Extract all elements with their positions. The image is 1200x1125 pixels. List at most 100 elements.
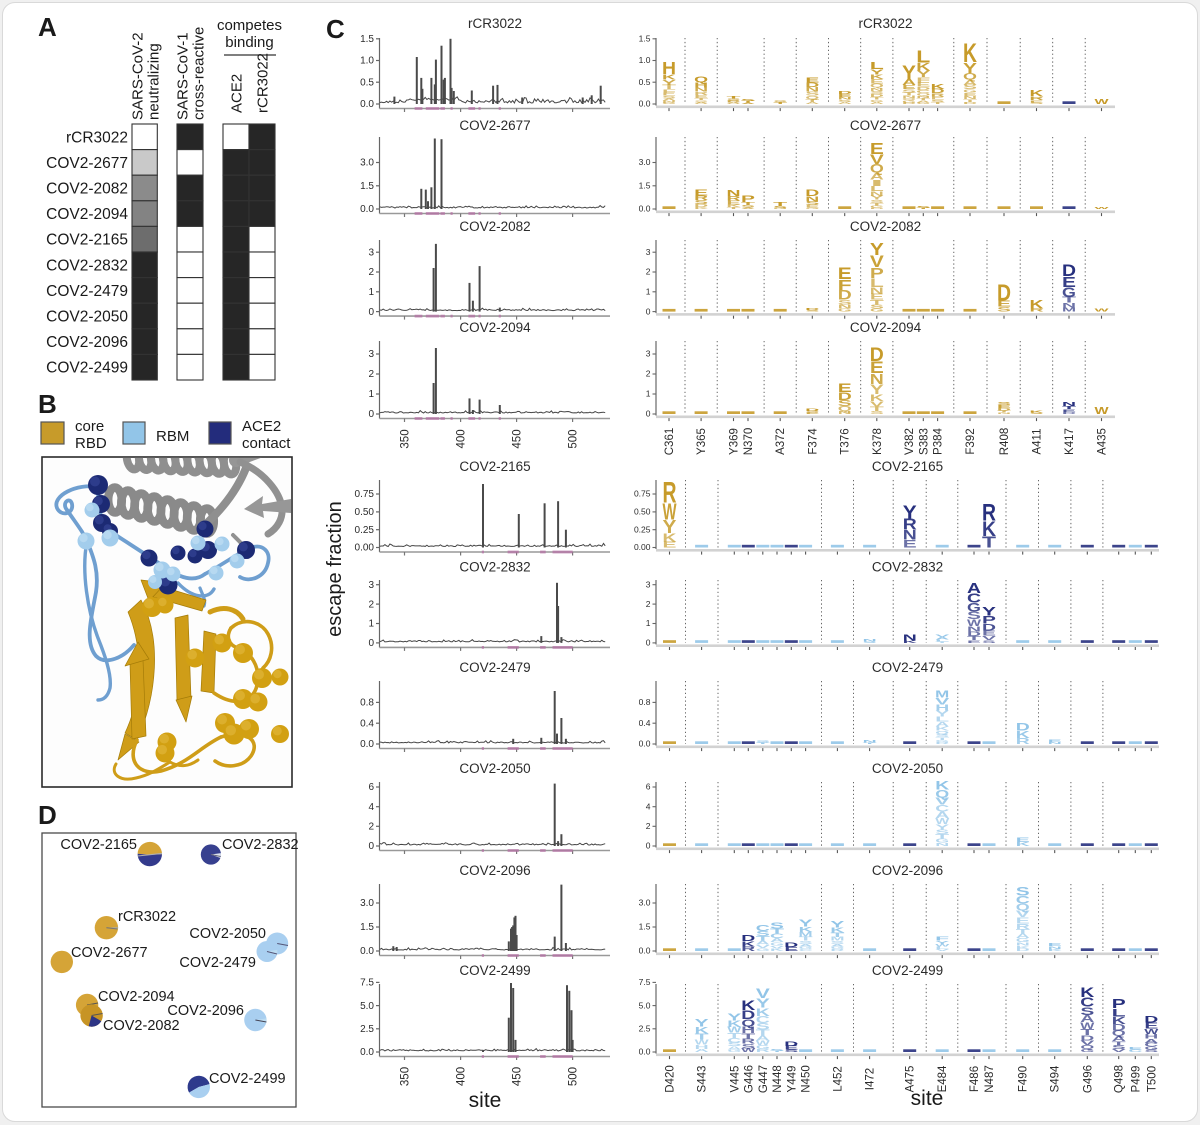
svg-text:T: T [726,95,740,99]
svg-text:M: M [935,688,949,700]
svg-text:A: A [694,102,708,105]
svg-text:D: D [1112,1023,1126,1033]
svg-text:Y365: Y365 [696,428,708,455]
svg-text:E: E [838,264,852,282]
svg-text:N: N [870,286,884,297]
svg-text:COV2-2094: COV2-2094 [850,320,922,335]
svg-text:T: T [773,102,787,105]
svg-text:E: E [870,358,884,376]
svg-text:V: V [935,696,949,706]
svg-text:G: G [799,946,813,950]
svg-text:L: L [870,185,884,193]
svg-text:W: W [1094,404,1109,416]
svg-text:E: E [931,96,945,101]
svg-text:D: D [1062,261,1076,280]
svg-text:Y: Y [902,62,916,83]
svg-text:K417: K417 [1064,428,1076,455]
svg-text:1.0: 1.0 [639,55,651,65]
svg-text:R: R [1029,96,1043,101]
svg-text:A: A [662,98,676,101]
svg-text:A: A [756,940,770,946]
svg-text:N: N [963,95,977,100]
svg-text:E: E [870,79,884,86]
svg-text:S: S [997,306,1011,313]
svg-text:D: D [1016,948,1030,952]
svg-text:R: R [935,741,949,744]
svg-text:A: A [916,99,930,102]
svg-text:T: T [916,98,930,101]
svg-text:S: S [967,609,981,621]
svg-text:D: D [902,102,916,105]
svg-text:H: H [935,703,949,713]
svg-text:A: A [726,102,740,105]
svg-text:F: F [662,88,676,93]
svg-text:V: V [1016,909,1030,919]
svg-text:COV2-2082: COV2-2082 [46,181,128,198]
svg-text:V382: V382 [904,428,916,455]
svg-text:S: S [662,95,676,99]
svg-text:A435: A435 [1097,428,1109,455]
svg-text:A411: A411 [1032,428,1044,454]
svg-text:N: N [694,87,708,93]
svg-text:0: 0 [368,409,374,420]
svg-text:E: E [1048,942,1062,947]
svg-text:COV2-2050: COV2-2050 [189,926,266,942]
svg-text:E: E [1016,836,1030,843]
svg-text:COV2-2479: COV2-2479 [46,283,128,300]
svg-text:N370: N370 [743,428,755,456]
svg-text:R: R [982,498,996,526]
svg-text:1.5: 1.5 [639,34,651,44]
svg-text:R: R [726,100,740,103]
svg-text:COV2-2096: COV2-2096 [872,863,943,878]
svg-text:2: 2 [368,267,374,278]
svg-text:SARS-CoV-1: SARS-CoV-1 [175,32,192,120]
svg-text:W: W [1144,1027,1159,1036]
svg-text:V: V [935,796,949,807]
svg-text:A: A [727,1045,741,1050]
svg-text:ACE2: ACE2 [229,74,246,113]
svg-text:R: R [741,946,756,953]
svg-text:0.0: 0.0 [639,739,651,749]
svg-text:T: T [870,406,885,413]
svg-text:0.0: 0.0 [639,204,651,214]
svg-text:N: N [1016,941,1030,946]
svg-text:2.5: 2.5 [639,1024,651,1034]
svg-text:Q: Q [870,163,884,176]
svg-text:R: R [1016,737,1030,747]
svg-text:C: C [756,1015,770,1026]
svg-text:F: F [935,935,949,941]
svg-text:K: K [1112,1015,1127,1026]
svg-text:S: S [805,310,819,312]
svg-text:1.5: 1.5 [360,34,374,45]
svg-text:H: H [695,1044,709,1050]
svg-text:450: 450 [512,1067,524,1086]
svg-text:T: T [931,101,945,104]
svg-text:K: K [1016,841,1031,847]
svg-text:Q: Q [838,405,852,413]
svg-text:3: 3 [646,579,651,589]
svg-text:K: K [1016,945,1030,950]
svg-text:S: S [773,100,787,103]
svg-text:S: S [870,199,884,204]
svg-text:E: E [694,189,708,198]
svg-text:G: G [935,739,949,742]
svg-text:E: E [805,205,819,209]
svg-text:3.0: 3.0 [360,898,374,909]
svg-text:1: 1 [646,287,651,297]
svg-text:E: E [963,92,977,97]
svg-text:7.5: 7.5 [360,978,374,989]
svg-text:L: L [870,60,884,71]
svg-text:D: D [838,288,852,303]
svg-text:Y: Y [903,502,917,523]
svg-text:C361: C361 [664,428,676,456]
svg-text:COV2-2094: COV2-2094 [459,320,531,335]
svg-text:A: A [935,810,949,820]
svg-text:G: G [967,601,981,614]
svg-text:N: N [935,842,949,847]
svg-text:I: I [870,178,884,187]
svg-text:G: G [1144,1046,1158,1051]
svg-text:D: D [805,82,819,89]
svg-text:COV2-2479: COV2-2479 [872,660,943,675]
svg-text:2: 2 [368,822,374,833]
svg-text:Q: Q [1016,902,1030,913]
